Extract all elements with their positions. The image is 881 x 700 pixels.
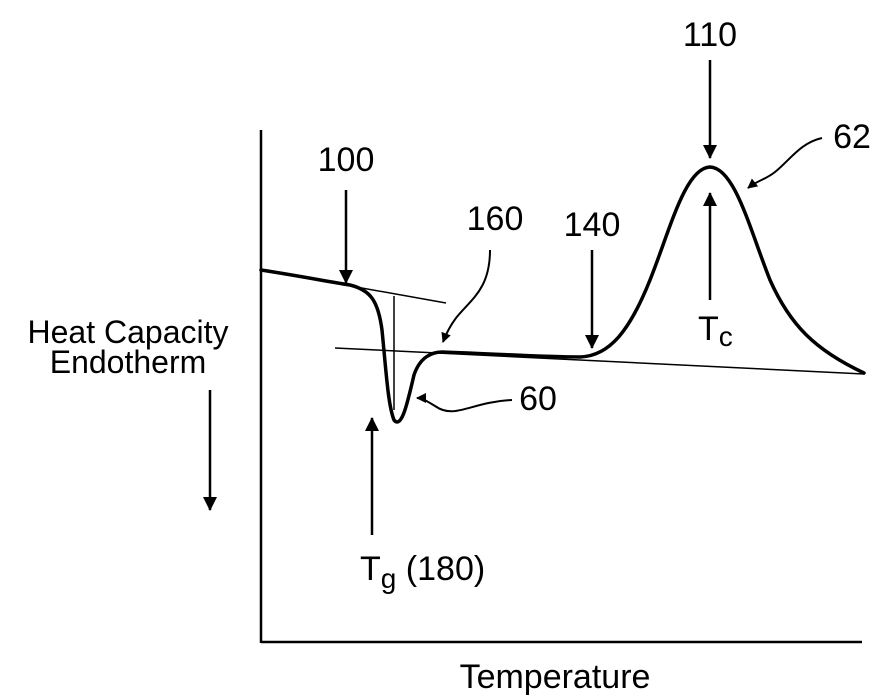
ref-label-140: 140 <box>564 206 621 244</box>
ref-label-110: 110 <box>683 16 737 54</box>
tc-label-subscript: c <box>719 321 733 352</box>
y-axis-label-line1: Heat Capacity <box>28 314 229 350</box>
tg-label: Tg (180) <box>360 550 485 594</box>
leader-160 <box>441 249 491 343</box>
tc-label-main: T <box>698 310 719 348</box>
ref-label-60: 60 <box>519 380 557 418</box>
tg-label-subscript: g <box>381 563 397 594</box>
dsc-curve-60-62 <box>259 165 866 424</box>
ref-label-100: 100 <box>318 141 375 179</box>
tg-label-ref: (180) <box>396 550 485 588</box>
leader-62 <box>747 137 823 189</box>
tc-label: Tc <box>698 310 733 352</box>
ref-label-160: 160 <box>467 200 524 238</box>
ref-label-62: 62 <box>833 118 871 156</box>
tg-label-main: T <box>360 550 381 588</box>
leader-60 <box>416 393 513 413</box>
y-axis-label-line2: Endotherm <box>50 344 207 380</box>
lower-baseline-tangent <box>334 347 865 375</box>
x-axis-label: Temperature <box>460 658 651 696</box>
